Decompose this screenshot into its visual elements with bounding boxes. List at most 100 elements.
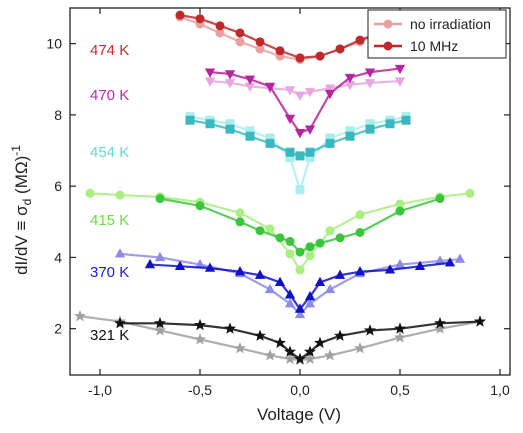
data-point (304, 290, 316, 301)
data-point (294, 308, 306, 319)
legend-entry: no irradiation (374, 16, 491, 32)
data-point (195, 14, 205, 24)
data-point (244, 75, 256, 85)
temperature-label: 454 K (90, 144, 129, 161)
data-point (284, 352, 296, 365)
y-tick-label: 8 (54, 107, 62, 123)
data-point (275, 233, 285, 243)
data-point (285, 147, 295, 157)
y-axis-label: dI/dV ≡ σd (MΩ)-1 (9, 145, 34, 275)
data-point (304, 125, 316, 135)
data-point (215, 21, 225, 31)
y-axis-label-superscript: -1 (9, 145, 23, 156)
data-point (444, 257, 456, 267)
series-3 (204, 64, 406, 139)
data-point (275, 46, 285, 56)
series-2 (204, 77, 406, 101)
data-point (304, 345, 316, 357)
data-point (355, 227, 365, 237)
data-point (245, 131, 255, 141)
data-point (355, 35, 365, 45)
data-point (204, 68, 216, 78)
data-point (205, 119, 215, 129)
x-tick-label: -1,0 (88, 382, 112, 398)
data-point (274, 276, 286, 287)
axes: -1,0 -0,5 0,0 0,5 1,0 2 4 6 8 10 (46, 7, 511, 398)
y-tick-label: 6 (54, 178, 62, 194)
data-point (274, 336, 286, 349)
legend-marker (383, 19, 393, 29)
data-point (354, 341, 366, 354)
data-point (365, 124, 375, 134)
data-point (255, 226, 265, 236)
data-point (395, 206, 405, 216)
data-point (394, 77, 406, 87)
temperature-label: 415 K (90, 212, 129, 229)
data-point (254, 269, 266, 279)
data-point (264, 283, 276, 294)
data-point (394, 64, 406, 75)
data-point (401, 115, 411, 125)
legend: no irradiation 10 MHz (367, 9, 507, 59)
data-point (324, 84, 336, 94)
data-point (235, 217, 245, 227)
x-tick-label: 1,0 (490, 382, 510, 398)
data-point (335, 233, 345, 243)
data-point (235, 208, 245, 218)
data-point (434, 322, 446, 334)
temperature-labels: 474 K 470 K 454 K 415 K 370 K 321 K (90, 42, 129, 344)
data-point (324, 89, 336, 100)
data-point (434, 317, 446, 329)
data-point (194, 318, 206, 331)
data-point (295, 53, 305, 63)
data-point (175, 10, 185, 20)
data-point (255, 37, 265, 47)
data-point (435, 194, 445, 204)
data-point (235, 28, 245, 38)
series-5 (185, 115, 411, 161)
data-point (474, 315, 486, 327)
data-point (314, 276, 326, 287)
data-point (394, 331, 406, 343)
series-8 (114, 248, 466, 319)
data-point (304, 298, 316, 308)
data-point (315, 51, 325, 61)
x-tick-label: -0,5 (188, 382, 212, 398)
data-point (344, 73, 356, 84)
data-point (195, 201, 205, 211)
data-point (465, 188, 475, 198)
data-point (305, 251, 315, 261)
data-point (234, 266, 246, 276)
data-point (335, 44, 345, 54)
data-point (284, 114, 296, 125)
data-point (355, 210, 365, 220)
data-point (294, 91, 306, 101)
data-point (385, 119, 395, 129)
data-point (454, 253, 466, 263)
data-point (305, 242, 315, 252)
data-point (324, 283, 336, 294)
data-point (325, 226, 335, 236)
data-point (294, 352, 306, 365)
temperature-label: 370 K (90, 264, 129, 281)
data-point (154, 324, 166, 336)
series-11 (114, 315, 486, 365)
data-point (85, 188, 95, 198)
data-point (74, 309, 86, 322)
data-point (284, 345, 296, 357)
y-tick-label: 10 (46, 36, 62, 52)
temperature-label: 321 K (90, 327, 129, 344)
legend-marker (383, 41, 393, 51)
data-point (284, 298, 296, 308)
data-point (304, 88, 316, 98)
series-7 (155, 194, 445, 257)
data-point (364, 324, 376, 336)
y-axis-label-subscript: d (20, 199, 34, 206)
data-point (334, 269, 346, 279)
data-point (295, 247, 305, 257)
data-point (235, 37, 245, 47)
data-point (325, 138, 335, 148)
data-point (115, 190, 125, 200)
data-point (314, 336, 326, 349)
data-point (334, 329, 346, 341)
